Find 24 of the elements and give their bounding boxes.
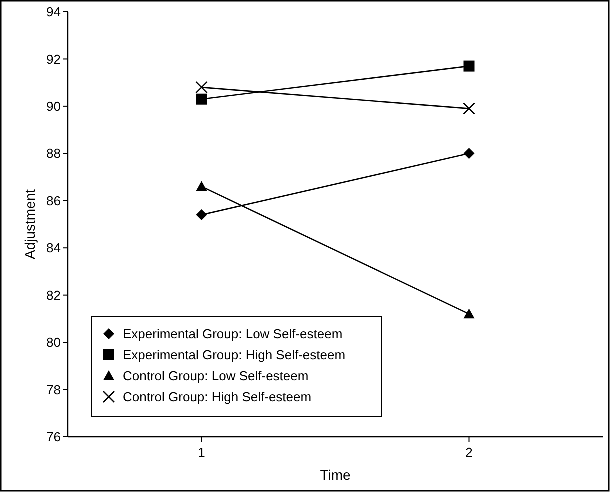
x-tick-label: 2 xyxy=(466,445,473,460)
y-axis-title: Adjustment xyxy=(22,189,38,260)
y-tick-label: 80 xyxy=(46,335,61,350)
point xyxy=(464,148,475,160)
y-tick-label: 78 xyxy=(46,382,61,398)
legend-label: Control Group: High Self-esteem xyxy=(123,390,312,405)
point xyxy=(463,102,476,115)
y-tick-label: 90 xyxy=(46,98,61,114)
y-tick-label: 82 xyxy=(46,288,61,303)
y-tick-label: 84 xyxy=(46,240,61,256)
x-tick-label: 1 xyxy=(198,445,206,460)
point xyxy=(196,94,208,105)
y-tick-label: 76 xyxy=(46,430,61,445)
legend-label: Experimental Group: High Self-esteem xyxy=(123,348,346,363)
y-tick-label: 94 xyxy=(46,4,61,20)
point xyxy=(196,210,208,221)
legend-label: Experimental Group: Low Self-esteem xyxy=(123,326,343,342)
point xyxy=(464,60,475,72)
x-axis-title: Time xyxy=(320,467,352,483)
legend-label: Control Group: Low Self-esteem xyxy=(123,368,309,384)
y-tick-label: 92 xyxy=(46,52,61,67)
y-tick-label: 86 xyxy=(46,193,61,208)
y-tick-label: 88 xyxy=(46,146,61,162)
point xyxy=(196,81,208,94)
